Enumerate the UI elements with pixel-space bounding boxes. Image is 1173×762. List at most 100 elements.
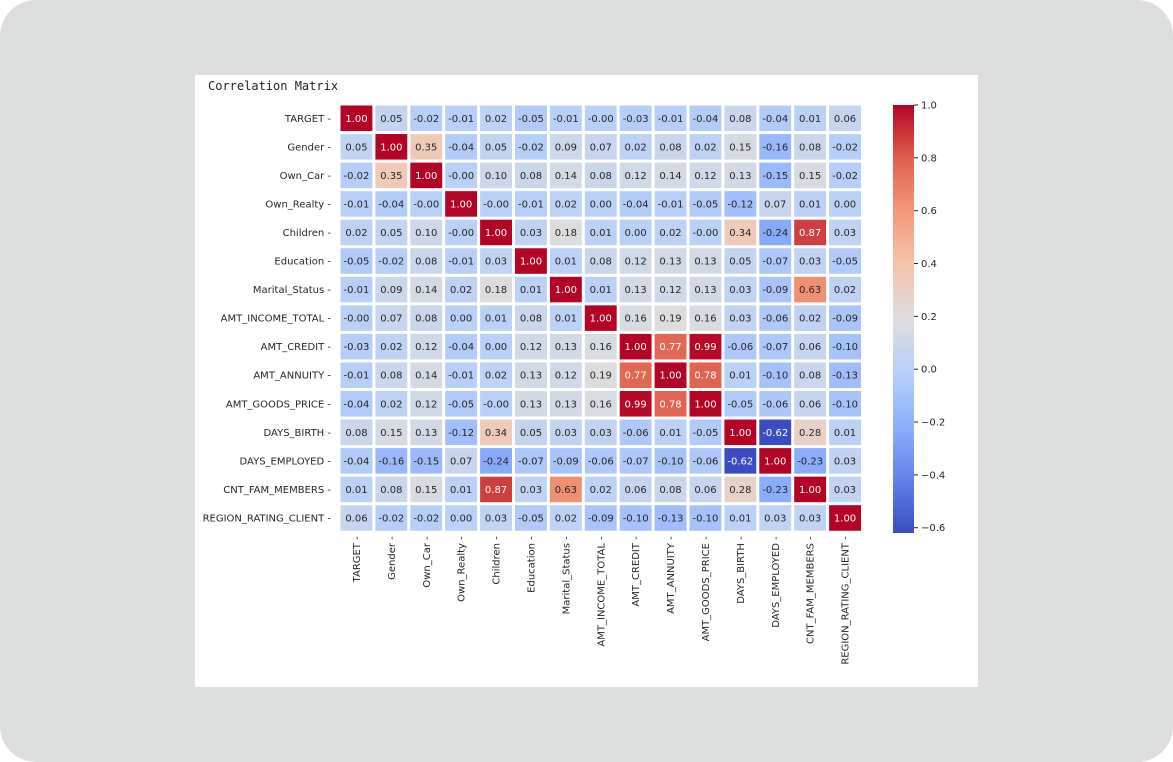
heatmap-cell bbox=[515, 248, 547, 274]
heatmap-cell-label: 0.63 bbox=[555, 485, 577, 496]
heatmap-cell-label: 0.03 bbox=[729, 314, 751, 325]
heatmap-cell bbox=[689, 476, 722, 503]
heatmap-cell-label: 0.01 bbox=[485, 314, 507, 325]
heatmap-cell-label: -0.00 bbox=[448, 228, 474, 239]
row-tick-label: DAYS_EMPLOYED - bbox=[240, 456, 332, 467]
heatmap-cell bbox=[445, 105, 478, 132]
heatmap-cell-label: 0.01 bbox=[659, 428, 681, 439]
heatmap-cell-label: -0.02 bbox=[413, 114, 439, 125]
heatmap-cell-label: 0.08 bbox=[659, 142, 681, 153]
heatmap-cell bbox=[759, 248, 792, 274]
heatmap-cell-label: 0.00 bbox=[450, 513, 472, 524]
heatmap-cell-label: 0.14 bbox=[415, 285, 437, 296]
heatmap-cell bbox=[549, 305, 582, 331]
heatmap-cell-label: 0.06 bbox=[625, 485, 647, 496]
heatmap-cell-label: 0.08 bbox=[799, 371, 821, 382]
heatmap-cell bbox=[689, 248, 722, 274]
heatmap-cell-label: 0.06 bbox=[799, 399, 821, 410]
column-tick-label: Gender - bbox=[387, 536, 398, 580]
colorbar-tick-label: 0.2 bbox=[921, 312, 937, 323]
heatmap-cell bbox=[619, 505, 652, 531]
heatmap-cell bbox=[480, 333, 512, 360]
heatmap-cell-label: -0.01 bbox=[658, 114, 684, 125]
heatmap-cell-label: -0.04 bbox=[448, 142, 474, 153]
heatmap-cell-label: -0.16 bbox=[762, 142, 788, 153]
heatmap-cell-label: 0.10 bbox=[415, 228, 437, 239]
heatmap-cell bbox=[724, 333, 757, 360]
heatmap-cell-label: 0.01 bbox=[799, 114, 821, 125]
heatmap-cell-label: -0.06 bbox=[762, 314, 788, 325]
heatmap-cell-label: 0.01 bbox=[555, 314, 577, 325]
heatmap-cell bbox=[759, 105, 792, 132]
heatmap-cell-label: -0.03 bbox=[623, 114, 649, 125]
heatmap-cell bbox=[619, 391, 652, 417]
heatmap-cell bbox=[515, 476, 547, 503]
column-tick-label: Children - bbox=[492, 536, 503, 585]
heatmap-cell-label: 1.00 bbox=[380, 142, 402, 153]
heatmap-cell-label: 0.06 bbox=[345, 513, 367, 524]
heatmap-cell bbox=[445, 505, 478, 531]
heatmap-cell-label: -0.02 bbox=[518, 142, 544, 153]
heatmap-cell-label: -0.06 bbox=[762, 399, 788, 410]
heatmap-cell-label: 0.12 bbox=[415, 399, 437, 410]
heatmap-cell bbox=[410, 248, 443, 274]
row-tick-label: AMT_CREDIT - bbox=[261, 342, 332, 353]
heatmap-cell-label: 0.00 bbox=[834, 199, 856, 210]
heatmap-cell bbox=[584, 134, 617, 160]
heatmap-cell-label: 0.19 bbox=[590, 371, 612, 382]
heatmap-cell-label: -0.04 bbox=[693, 114, 719, 125]
heatmap-cell-label: 0.08 bbox=[380, 485, 402, 496]
heatmap-cell-label: 0.02 bbox=[590, 485, 612, 496]
column-tick-label: TARGET - bbox=[352, 536, 363, 583]
heatmap-cell bbox=[375, 448, 408, 474]
heatmap-cell bbox=[549, 333, 582, 360]
heatmap-cell-label: -0.05 bbox=[448, 399, 474, 410]
heatmap-cell-label: -0.09 bbox=[553, 456, 579, 467]
heatmap-cell-label: 1.00 bbox=[415, 171, 437, 182]
heatmap-cell bbox=[619, 105, 652, 132]
heatmap-cell-label: 0.01 bbox=[590, 285, 612, 296]
heatmap-cell bbox=[689, 448, 722, 474]
heatmap-cell-label: -0.00 bbox=[588, 114, 614, 125]
heatmap-cell-label: -0.13 bbox=[658, 513, 684, 524]
heatmap-cell bbox=[445, 276, 478, 303]
heatmap-cell-label: 0.05 bbox=[485, 142, 507, 153]
heatmap-cell bbox=[654, 248, 687, 274]
heatmap-cell bbox=[759, 448, 792, 474]
heatmap-cell bbox=[340, 505, 373, 531]
heatmap-cell bbox=[689, 362, 722, 388]
heatmap-cell-label: -0.02 bbox=[344, 171, 370, 182]
heatmap-cell bbox=[829, 448, 861, 474]
heatmap-cell bbox=[480, 448, 512, 474]
column-tick-label: REGION_RATING_CLIENT - bbox=[841, 536, 852, 665]
heatmap-cell bbox=[410, 162, 443, 189]
heatmap-cell bbox=[410, 391, 443, 417]
heatmap-cell-label: 0.02 bbox=[380, 342, 402, 353]
heatmap-cell-label: 0.15 bbox=[729, 142, 751, 153]
heatmap-cell bbox=[829, 162, 861, 189]
heatmap-cell-label: 0.05 bbox=[520, 428, 542, 439]
heatmap-cell bbox=[515, 505, 547, 531]
heatmap-cell-label: 0.08 bbox=[415, 257, 437, 268]
heatmap-cell-label: 0.08 bbox=[590, 171, 612, 182]
heatmap-cell-label: 0.08 bbox=[380, 371, 402, 382]
heatmap-cell bbox=[689, 219, 722, 246]
heatmap-cell bbox=[410, 276, 443, 303]
heatmap-cell bbox=[340, 276, 373, 303]
heatmap-cell bbox=[584, 419, 617, 446]
heatmap-cell bbox=[654, 362, 687, 388]
heatmap-cell bbox=[410, 219, 443, 246]
heatmap-cell bbox=[480, 419, 512, 446]
heatmap-cell bbox=[549, 219, 582, 246]
heatmap-cell-label: -0.01 bbox=[344, 199, 370, 210]
colorbar-tick-label: 0.8 bbox=[921, 153, 937, 164]
heatmap-cell bbox=[759, 134, 792, 160]
heatmap-cell bbox=[445, 448, 478, 474]
heatmap-cell bbox=[794, 134, 827, 160]
heatmap-cell bbox=[759, 162, 792, 189]
heatmap-cell bbox=[515, 419, 547, 446]
heatmap-cell bbox=[480, 219, 512, 246]
heatmap-cell-label: 0.05 bbox=[345, 142, 367, 153]
heatmap-cell bbox=[619, 276, 652, 303]
heatmap-cell-label: 1.00 bbox=[485, 228, 507, 239]
